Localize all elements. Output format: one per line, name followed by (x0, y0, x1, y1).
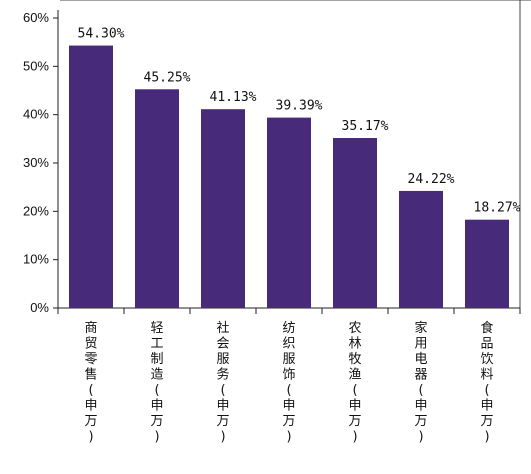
y-tick-label: 40% (23, 107, 49, 122)
y-tick-label: 20% (23, 203, 49, 218)
y-tick-label: 50% (23, 58, 49, 73)
data-label: 24.22% (408, 172, 455, 187)
bar (69, 45, 113, 309)
bar (135, 89, 179, 309)
x-tick-label: 社会服务(申万) (216, 320, 229, 445)
y-tick-label: 30% (23, 155, 49, 170)
y-tick-label: 10% (23, 252, 49, 267)
data-label: 54.30% (78, 27, 125, 42)
y-tick-label: 60% (23, 10, 49, 25)
bar (399, 190, 443, 308)
bar (333, 138, 377, 308)
data-label: 18.27% (474, 201, 521, 216)
bars-group (69, 45, 509, 309)
x-tick-label: 商贸零售(申万) (84, 321, 97, 445)
x-tick-label: 纺织服饰(申万) (282, 321, 295, 445)
x-tick-label: 轻工制造(申万) (150, 321, 163, 445)
category-labels-group: 商贸零售(申万) 轻工制造(申万) 社会服务(申万) 纺织服饰(申万) 农林牧渔(申万)… (84, 320, 493, 445)
bar (267, 117, 311, 309)
data-label: 35.17% (342, 119, 389, 134)
x-tick-label: 家用电器(申万) (414, 320, 427, 445)
data-label: 45.25% (144, 70, 191, 85)
y-tick-label: 0% (30, 300, 49, 315)
y-axis: 0% 10% 20% 30% 40% 50% 60% (23, 10, 59, 315)
right-margin (520, 0, 531, 474)
data-label: 39.39% (276, 99, 323, 114)
bar (465, 219, 509, 308)
x-tick-label: 食品饮料(申万) (480, 320, 493, 445)
bar (201, 109, 245, 308)
x-tick-label: 农林牧渔(申万) (348, 321, 361, 445)
data-labels-group: 54.30% 45.25% 41.13% 39.39% 35.17% 24.22% 18.2… (78, 27, 521, 216)
data-label: 41.13% (210, 90, 257, 105)
x-axis (57, 307, 521, 314)
